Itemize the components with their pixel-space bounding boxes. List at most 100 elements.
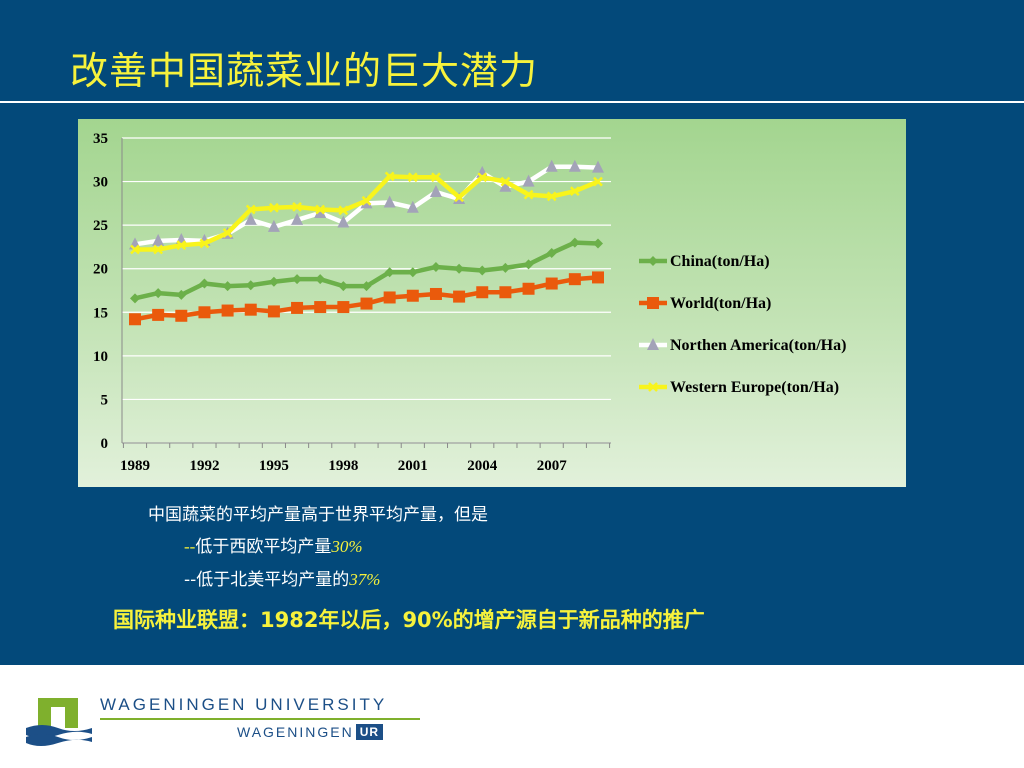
seed-alliance-claim: 国际种业联盟：1982年以后，90%的增产源自于新品种的推广 [113,608,705,632]
data-point-western-europe-ton-ha-1990 [153,244,164,255]
data-point-northen-america-ton-ha-1996 [291,212,304,225]
legend-entry-china-ton-ha: China(ton/Ha) [639,253,770,270]
legend-entry-northen-america-ton-ha: Northen America(ton/Ha) [639,337,846,354]
wageningen-logo-icon [26,698,92,746]
x-marker-stroke [245,204,256,215]
data-point-western-europe-ton-ha-1995 [269,202,279,213]
data-point-china-ton-ha-2001 [407,267,418,278]
wageningen-ur-wordmark: WAGENINGEN UR [237,724,384,740]
y-tick-label: 20 [93,262,108,278]
legend-swatch-marker [648,382,658,392]
data-point-world-ton-ha-1992 [198,306,211,319]
data-point-china-ton-ha-1993 [222,281,233,292]
x-marker-stroke [477,172,488,183]
x-marker-stroke [222,228,233,238]
data-point-western-europe-ton-ha-2001 [407,172,418,183]
y-tick-label: 15 [93,305,108,321]
data-point-western-europe-ton-ha-2008 [569,186,580,197]
legend-swatch-marker [648,256,658,266]
x-marker-stroke [407,172,418,183]
data-point-western-europe-ton-ha-1992 [199,238,210,249]
data-point-world-ton-ha-2009 [592,271,604,284]
data-point-china-ton-ha-1999 [361,281,372,292]
series-western-europe-ton-ha [130,171,603,255]
data-point-china-ton-ha-1990 [153,288,164,299]
series-northen-america-ton-ha [129,159,604,250]
data-point-china-ton-ha-2009 [593,238,603,249]
note-2-prefix: -- [184,537,196,556]
note-3-text: 低于北美平均产量的 [196,570,350,590]
data-point-china-ton-ha-1997 [315,274,326,285]
chart-panel: 0 5 10 15 20 25 30 35 1989 1992 1995 1998 2001 2004 20… [78,119,906,487]
data-point-china-ton-ha-2008 [569,237,580,248]
legend-label: World(ton/Ha) [670,295,771,312]
x-tick-label: 1992 [189,458,219,474]
x-marker-stroke [431,172,441,183]
data-point-northen-america-ton-ha-2000 [383,195,396,208]
university-name: WAGENINGEN UNIVERSITY [100,695,388,714]
x-marker-stroke [292,201,302,212]
data-point-northen-america-ton-ha-1990 [152,233,165,246]
data-point-china-ton-ha-2002 [430,261,441,272]
x-marker-stroke [569,186,580,197]
data-point-china-ton-ha-1998 [338,281,349,292]
data-point-china-ton-ha-2006 [523,259,534,270]
data-point-northen-america-ton-ha-2009 [592,160,604,173]
data-point-northen-america-ton-ha-2002 [429,185,442,198]
note-line-1: 中国蔬菜的平均产量高于世界平均产量，但是 [148,505,488,525]
data-point-western-europe-ton-ha-1997 [315,204,326,215]
data-point-world-ton-ha-2002 [429,287,442,300]
x-tick-label: 1995 [259,458,289,474]
data-point-western-europe-ton-ha-1998 [338,205,349,216]
note-3-value: 37% [349,570,381,589]
data-point-world-ton-ha-1995 [267,305,280,318]
data-point-western-europe-ton-ha-1996 [292,201,302,212]
x-tick-label: 2007 [537,458,568,474]
x-tick-label: 2001 [398,458,428,474]
x-marker-stroke [315,204,326,215]
y-tick-label: 35 [93,131,108,147]
data-point-china-ton-ha-2004 [477,265,488,276]
x-tick-label: 2004 [467,458,498,474]
legend-label: Northen America(ton/Ha) [670,337,846,354]
data-point-world-ton-ha-2006 [522,282,535,295]
ur-badge: UR [355,724,384,740]
y-tick-label: 5 [101,392,109,408]
data-point-china-ton-ha-1996 [292,274,303,285]
data-point-world-ton-ha-1991 [175,309,188,322]
x-marker-stroke [500,176,511,187]
data-point-northen-america-ton-ha-2007 [545,159,558,172]
y-tick-label: 30 [93,175,108,191]
data-point-western-europe-ton-ha-1991 [176,240,187,251]
data-point-western-europe-ton-ha-2006 [523,189,534,200]
note-2-value: 30% [331,537,363,556]
x-marker-stroke [593,176,603,187]
note-2-text: 低于西欧平均产量 [195,537,332,557]
yield-line-chart: 0 5 10 15 20 25 30 35 1989 1992 1995 1998 2001 2004 20… [93,131,846,474]
y-tick-label: 0 [101,436,109,452]
legend-entry-world-ton-ha: World(ton/Ha) [639,295,771,312]
data-point-china-ton-ha-1992 [199,278,210,289]
x-marker-stroke [361,195,372,206]
data-point-western-europe-ton-ha-2005 [500,176,511,187]
series-china-ton-ha [130,237,603,304]
data-point-northen-america-ton-ha-1995 [267,219,280,232]
data-point-world-ton-ha-2005 [499,286,512,299]
data-point-world-ton-ha-1989 [129,313,141,326]
legend-swatch-marker [647,338,659,350]
data-point-northen-america-ton-ha-2008 [568,159,581,172]
data-point-northen-america-ton-ha-1997 [314,205,327,218]
note-line-3: --低于北美平均产量的37% [184,565,380,590]
data-point-china-ton-ha-1994 [245,280,256,291]
data-point-world-ton-ha-1996 [291,301,304,314]
data-point-world-ton-ha-2001 [406,289,419,302]
series-lines [129,159,604,326]
x-marker-stroke [338,205,349,216]
data-point-china-ton-ha-1995 [268,276,279,287]
data-point-western-europe-ton-ha-2003 [454,192,464,203]
note-3-prefix: -- [184,570,197,590]
data-point-northen-america-ton-ha-2006 [522,174,535,187]
data-point-western-europe-ton-ha-1989 [130,244,140,255]
wageningen-wordmark: WAGENINGEN [237,724,354,740]
footer [0,665,1024,768]
